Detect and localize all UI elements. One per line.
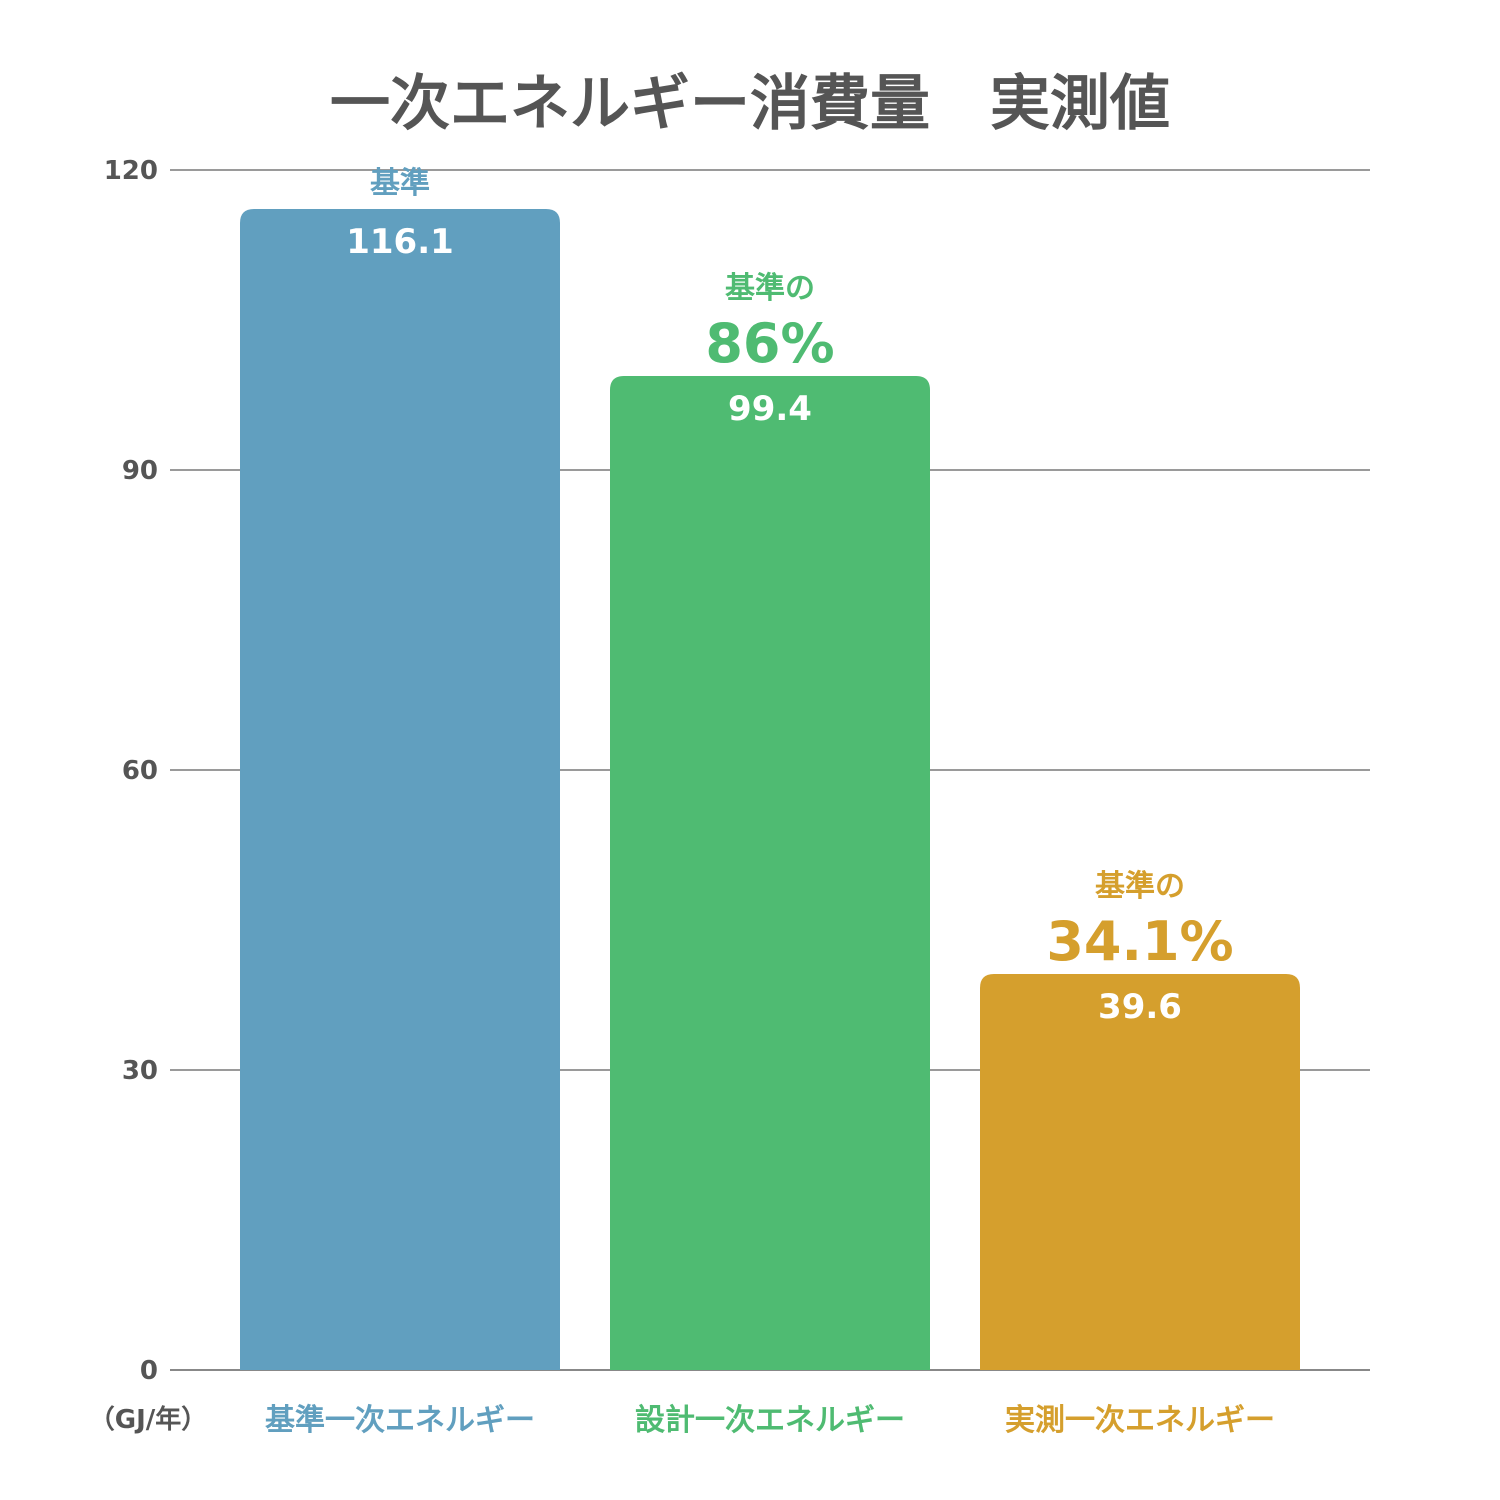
bar xyxy=(980,974,1300,1370)
y-tick-label: 90 xyxy=(122,456,158,486)
percent-of-baseline-label: 86% xyxy=(705,312,834,375)
y-tick-label: 60 xyxy=(122,756,158,786)
y-tick-label: 120 xyxy=(104,156,158,186)
x-category-label: 実測一次エネルギー xyxy=(1005,1403,1275,1438)
bar-value-label: 39.6 xyxy=(1098,987,1182,1027)
y-unit-label: （GJ/年） xyxy=(89,1404,208,1435)
y-tick-label: 0 xyxy=(140,1356,158,1386)
annotation-note-label: 基準の xyxy=(1095,869,1185,904)
chart-title: 一次エネルギー消費量 実測値 xyxy=(330,69,1170,139)
y-tick-label: 30 xyxy=(122,1056,158,1086)
bar-value-label: 99.4 xyxy=(728,389,812,429)
x-category-label: 設計一次エネルギー xyxy=(635,1403,905,1438)
percent-of-baseline-label: 34.1% xyxy=(1046,910,1233,973)
annotation-note-label: 基準 xyxy=(370,166,430,201)
bar xyxy=(610,376,930,1370)
bar xyxy=(240,209,560,1370)
annotation-note-label: 基準の xyxy=(725,271,815,306)
x-category-label: 基準一次エネルギー xyxy=(265,1403,535,1438)
bar-value-label: 116.1 xyxy=(346,222,454,262)
